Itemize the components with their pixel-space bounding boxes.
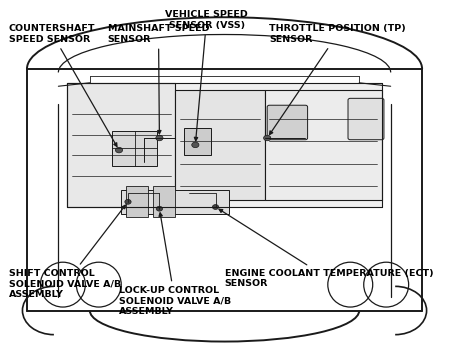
Circle shape: [156, 206, 163, 211]
FancyBboxPatch shape: [267, 105, 308, 140]
Text: VEHICLE SPEED
SENSOR (VSS): VEHICLE SPEED SENSOR (VSS): [165, 10, 248, 141]
Text: COUNTERSHAFT
SPEED SENSOR: COUNTERSHAFT SPEED SENSOR: [9, 24, 117, 147]
Circle shape: [192, 142, 199, 148]
Bar: [121, 190, 229, 214]
Bar: [265, 90, 382, 200]
Text: LOCK-UP CONTROL
SOLENOID VALVE A/B
ASSEMBLY: LOCK-UP CONTROL SOLENOID VALVE A/B ASSEM…: [119, 213, 231, 316]
Bar: [175, 90, 265, 200]
Text: THROTTLE POSITION (TP)
SENSOR: THROTTLE POSITION (TP) SENSOR: [269, 24, 406, 135]
Text: MAINSHAFT SPEED
SENSOR: MAINSHAFT SPEED SENSOR: [108, 24, 210, 134]
Bar: [67, 83, 382, 207]
Bar: [126, 186, 148, 217]
FancyBboxPatch shape: [348, 98, 384, 140]
Circle shape: [156, 135, 163, 141]
Text: ENGINE COOLANT TEMPERATURE (ECT)
SENSOR: ENGINE COOLANT TEMPERATURE (ECT) SENSOR: [219, 209, 433, 288]
Text: SHIFT CONTROL
SOLENOID VALVE A/B
ASSEMBLY: SHIFT CONTROL SOLENOID VALVE A/B ASSEMBL…: [9, 205, 126, 299]
Bar: [67, 83, 175, 207]
Bar: [112, 131, 157, 166]
Bar: [153, 186, 175, 217]
Circle shape: [125, 199, 131, 204]
Bar: [184, 128, 211, 155]
Circle shape: [264, 135, 271, 141]
Circle shape: [212, 205, 219, 209]
Circle shape: [115, 147, 123, 153]
